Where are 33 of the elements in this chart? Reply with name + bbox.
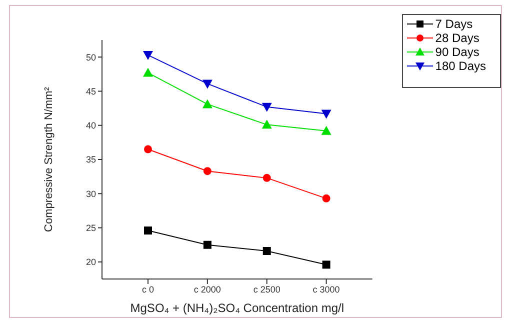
point [203, 167, 212, 176]
y-tick-label: 45 [86, 86, 96, 96]
x-tick-label: c 2500 [253, 284, 280, 294]
point [321, 126, 332, 135]
legend-label: 7 Days [435, 17, 473, 31]
y-tick-label: 20 [86, 257, 96, 268]
x-tick-label: c 3000 [312, 284, 340, 294]
point [262, 247, 271, 256]
point [143, 68, 153, 77]
x-tick-label: c 2000 [194, 284, 221, 294]
point [322, 194, 330, 202]
point [262, 102, 272, 112]
point [144, 145, 152, 154]
point [262, 120, 272, 129]
y-tick-label: 30 [86, 188, 96, 199]
legend-label: 28 Days [435, 31, 480, 45]
y-tick-label: 50 [86, 52, 96, 62]
point [202, 99, 212, 108]
point [143, 51, 153, 60]
point [262, 174, 271, 182]
point [321, 110, 332, 119]
x-tick-label: c 0 [142, 284, 154, 294]
point [322, 260, 330, 269]
y-tick-label: 40 [86, 120, 96, 131]
y-tick-label: 35 [86, 154, 96, 165]
point [144, 226, 152, 235]
legend-label: 180 Days [435, 59, 486, 73]
y-axis-title: Compressive Strength N/mm² [42, 86, 55, 232]
point [203, 240, 212, 249]
legend-label: 90 Days [435, 45, 480, 59]
y-tick-label: 25 [86, 222, 96, 233]
x-axis-title: MgSO₄ + (NH₄)₂SO₄ Concentration mg/l [130, 301, 344, 315]
point [202, 80, 212, 89]
